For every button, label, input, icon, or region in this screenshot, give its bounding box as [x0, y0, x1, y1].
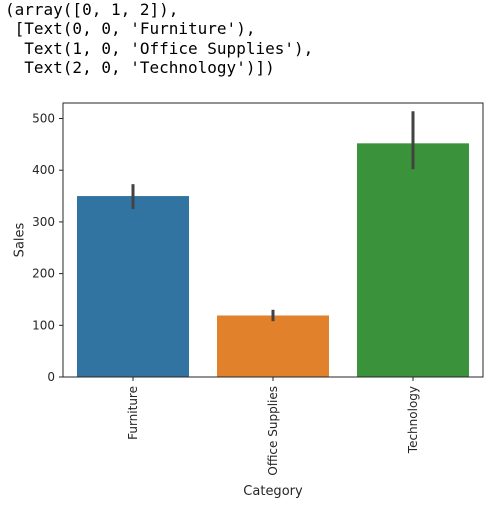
output-line: (array([0, 1, 2]),: [5, 0, 179, 19]
y-tick-label: 0: [47, 370, 55, 384]
y-axis-ticks: 0 100 200 300 400 500: [32, 112, 63, 384]
y-tick-label: 200: [32, 267, 55, 281]
bar: [217, 315, 329, 377]
error-bars-layer: [131, 111, 415, 322]
x-tick-label: Office Supplies: [266, 386, 280, 476]
output-line: Text(1, 0, 'Office Supplies'),: [5, 38, 314, 58]
x-tick-label: Furniture: [126, 386, 140, 440]
bars-layer: [77, 143, 469, 377]
bar: [357, 143, 469, 377]
y-tick-label: 300: [32, 215, 55, 229]
y-tick-label: 400: [32, 163, 55, 177]
x-axis-label: Category: [243, 484, 303, 499]
code-output: (array([0, 1, 2]), [Text(0, 0, 'Furnitur…: [5, 0, 313, 77]
x-axis-ticks: Furniture Office Supplies Technology: [126, 377, 420, 476]
y-tick-label: 500: [32, 112, 55, 126]
output-line: [Text(0, 0, 'Furniture'),: [5, 19, 256, 39]
output-line: Text(2, 0, 'Technology')]): [5, 57, 275, 77]
bar: [77, 196, 189, 377]
y-axis-label: Sales: [13, 222, 28, 257]
y-tick-label: 100: [32, 318, 55, 332]
x-tick-label: Technology: [406, 386, 420, 454]
